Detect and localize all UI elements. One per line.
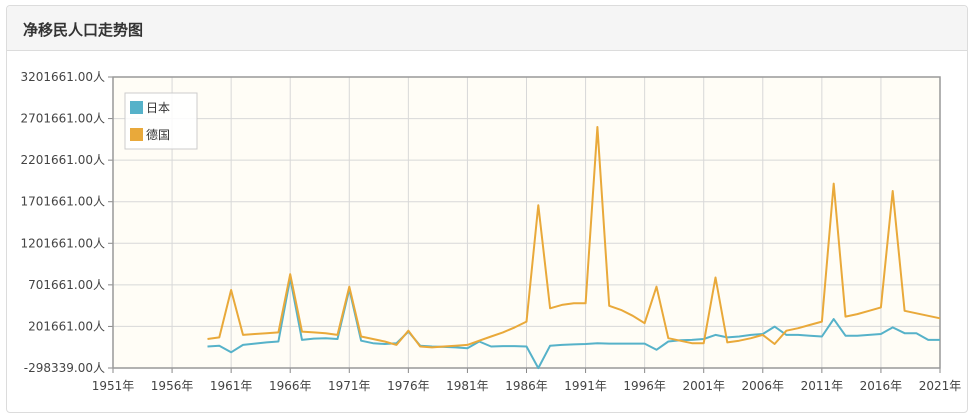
panel-header: 净移民人口走势图 <box>7 6 967 51</box>
x-tick-label: 1976年 <box>387 379 430 393</box>
x-tick-label: 2016年 <box>860 379 903 393</box>
plot-border <box>112 76 941 369</box>
x-tick-label: 1966年 <box>269 379 312 393</box>
y-tick-label: 1201661.00人 <box>20 236 105 250</box>
x-tick-label: 2021年 <box>919 379 962 393</box>
legend-swatch[interactable] <box>130 128 143 141</box>
x-tick-label: 1951年 <box>92 379 135 393</box>
x-tick-label: 2006年 <box>742 379 785 393</box>
legend-label[interactable]: 德国 <box>146 127 170 142</box>
legend-swatch[interactable] <box>130 101 143 114</box>
x-tick-label: 1956年 <box>151 379 194 393</box>
x-tick-label: 1986年 <box>505 379 548 393</box>
x-tick-label: 1996年 <box>623 379 666 393</box>
y-tick-label: 3201661.00人 <box>20 70 105 84</box>
y-tick-label: 2701661.00人 <box>20 112 105 126</box>
x-tick-label: 1961年 <box>210 379 253 393</box>
x-tick-label: 1971年 <box>328 379 371 393</box>
series-line-japan <box>207 277 940 370</box>
y-tick-label: 701661.00人 <box>28 278 105 292</box>
y-tick-label: 2201661.00人 <box>20 153 105 167</box>
x-tick-label: 1981年 <box>446 379 489 393</box>
y-tick-label: 1701661.00人 <box>20 195 105 209</box>
panel-title: 净移民人口走势图 <box>23 21 144 39</box>
y-tick-label: 201661.00人 <box>28 319 105 333</box>
x-tick-label: 2001年 <box>682 379 725 393</box>
x-tick-label: 1991年 <box>564 379 607 393</box>
legend-label[interactable]: 日本 <box>146 101 170 115</box>
series-line-germany <box>207 126 941 349</box>
y-tick-label: -298339.00人 <box>24 361 105 375</box>
x-tick-label: 2011年 <box>801 379 844 393</box>
